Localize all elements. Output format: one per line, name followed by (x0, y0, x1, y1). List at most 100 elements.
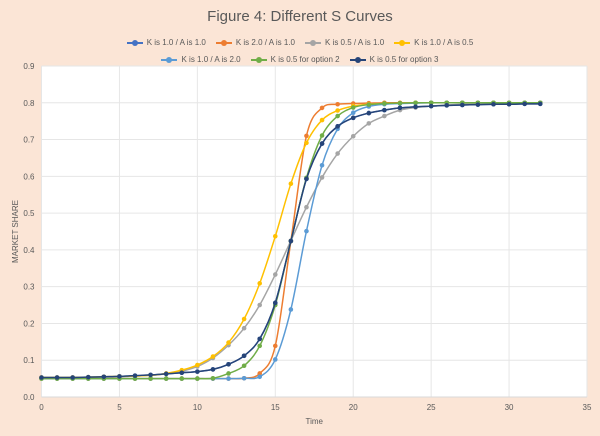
y-tick-label: 0.6 (23, 172, 35, 181)
data-point (101, 374, 107, 380)
chart-title: Figure 4: Different S Curves (207, 8, 393, 25)
legend-row: K is 1.0 / A is 2.0 K is 0.5 for option 2… (0, 51, 600, 68)
legend-item: K is 1.0 / A is 1.0 (126, 38, 206, 47)
data-point (257, 343, 263, 349)
data-point (335, 101, 340, 107)
data-point (304, 176, 309, 182)
data-point (148, 376, 153, 381)
legend-swatch-icon (250, 56, 267, 63)
data-point (522, 101, 527, 107)
legend-item: K is 0.5 for option 2 (250, 55, 340, 64)
data-point (241, 325, 247, 331)
data-point (195, 376, 200, 381)
legend-label: K is 2.0 / A is 1.0 (235, 38, 295, 47)
data-point (226, 361, 231, 367)
x-tick-label: 5 (117, 403, 122, 412)
legend-swatch-icon (305, 39, 321, 46)
data-point (272, 272, 278, 277)
data-point (382, 101, 387, 106)
data-point (163, 371, 169, 377)
data-point (319, 133, 325, 138)
y-tick-label: 0.7 (23, 136, 35, 145)
data-point (54, 375, 60, 380)
data-point (506, 101, 512, 107)
y-tick-label: 0.3 (23, 283, 35, 292)
data-point (257, 371, 263, 376)
data-point (257, 374, 263, 380)
series-6 (39, 101, 543, 380)
data-point (272, 300, 278, 306)
x-tick-label: 0 (39, 403, 44, 412)
data-point (350, 133, 356, 139)
data-point (241, 363, 247, 369)
data-point (272, 343, 278, 349)
data-point (335, 124, 340, 129)
legend-item: K is 0.5 / A is 1.0 (305, 38, 384, 47)
data-point (319, 141, 325, 146)
data-point (397, 100, 403, 106)
x-axis-label: Time (306, 417, 324, 426)
data-point (366, 110, 372, 116)
chart-legend: K is 1.0 / A is 1.0 K is 2.0 / A is 1.0 K … (0, 34, 600, 68)
legend-label: K is 1.0 / A is 1.0 (146, 38, 206, 47)
data-point (241, 316, 247, 322)
data-point (272, 233, 278, 239)
legend-swatch-icon (394, 39, 411, 46)
data-point (335, 108, 340, 113)
data-point (163, 376, 169, 381)
legend-label: K is 1.0 / A is 0.5 (414, 38, 474, 47)
data-point (460, 102, 465, 108)
data-point (413, 100, 418, 106)
data-point (257, 281, 263, 286)
data-point (491, 101, 496, 107)
data-point (179, 376, 185, 381)
data-point (304, 228, 309, 234)
data-point (319, 117, 325, 123)
legend-row: K is 1.0 / A is 1.0 K is 2.0 / A is 1.0 K … (0, 34, 600, 51)
data-point (132, 373, 138, 378)
data-point (85, 374, 91, 380)
data-point (226, 371, 231, 376)
data-point (226, 340, 231, 345)
data-point (350, 115, 356, 121)
y-tick-label: 0.9 (23, 62, 35, 71)
x-tick-label: 35 (583, 403, 592, 412)
data-point (304, 204, 309, 210)
data-point (397, 105, 403, 111)
data-point (226, 376, 231, 381)
data-point (210, 367, 216, 372)
legend-swatch-icon (349, 56, 366, 63)
data-point (382, 113, 387, 119)
legend-item: K is 1.0 / A is 2.0 (161, 55, 241, 64)
data-point (428, 103, 434, 109)
legend-label: K is 0.5 for option 2 (270, 55, 340, 64)
data-point (350, 110, 356, 116)
data-point (70, 375, 75, 380)
data-point (272, 357, 278, 362)
legend-label: K is 0.5 for option 3 (369, 55, 439, 64)
data-point (288, 307, 294, 312)
data-point (319, 105, 325, 111)
legend-item: K is 1.0 / A is 0.5 (394, 38, 473, 47)
data-point (335, 151, 340, 156)
data-point (350, 105, 356, 110)
x-tick-label: 25 (427, 403, 436, 412)
data-point (257, 302, 263, 308)
data-point (304, 140, 309, 146)
y-axis-label: MARKET SHARE (11, 200, 20, 263)
data-point (413, 104, 418, 110)
data-point (195, 362, 200, 368)
legend-swatch-icon (161, 56, 178, 63)
x-tick-label: 10 (193, 403, 202, 412)
data-point (537, 101, 543, 107)
data-point (428, 100, 434, 106)
data-point (117, 374, 122, 379)
data-point (195, 369, 200, 374)
y-tick-label: 0.2 (23, 319, 35, 328)
data-point (210, 354, 216, 359)
y-tick-label: 0.8 (23, 99, 35, 108)
x-tick-label: 30 (505, 403, 514, 412)
data-point (288, 238, 294, 244)
y-tick-label: 0.1 (23, 356, 35, 365)
